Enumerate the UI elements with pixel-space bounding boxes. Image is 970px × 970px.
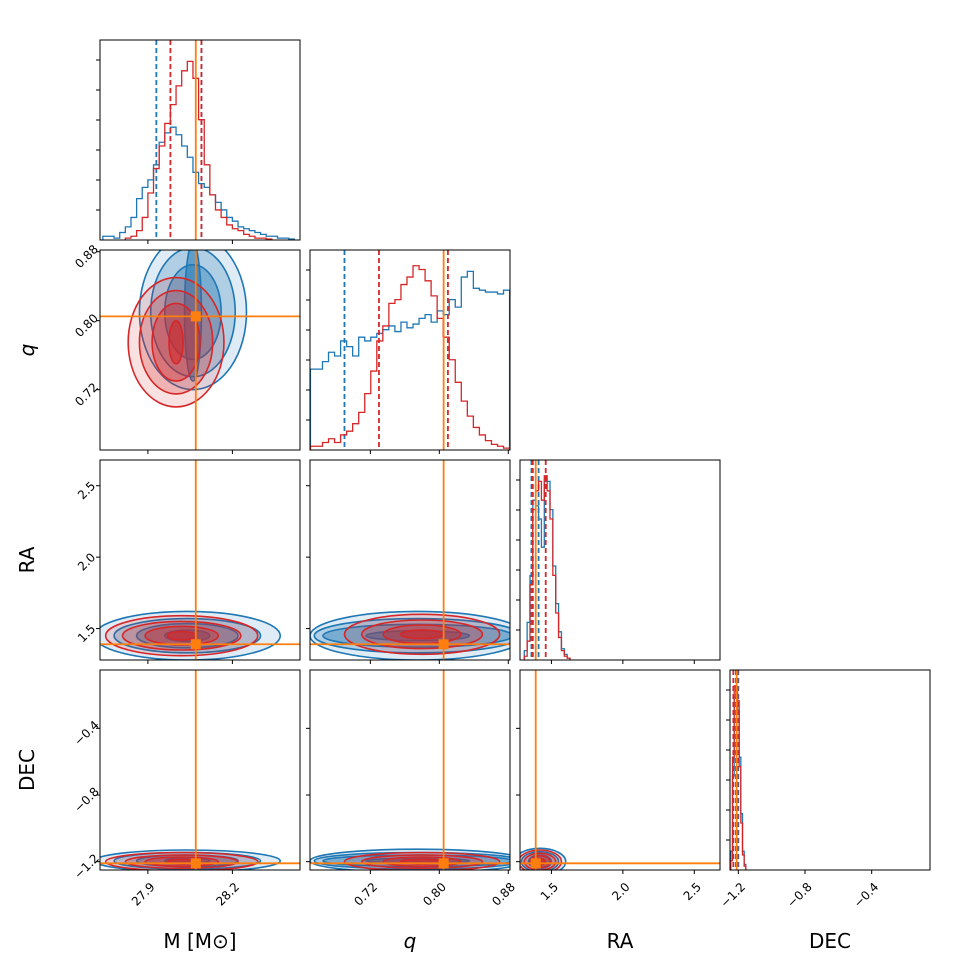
truth-marker-M-DEC	[190, 858, 201, 869]
contour-M-RA-s1-l3	[166, 630, 197, 641]
panel-frame-3-2	[519, 669, 721, 871]
xticklabel-RA-1: 2.0	[609, 880, 632, 903]
hist-DEC-series-1	[730, 685, 747, 870]
panel-frame-1-1	[309, 249, 511, 451]
yticklabel-DEC-0: −1.2	[71, 851, 102, 882]
hist-panel-DEC	[730, 670, 747, 870]
contour-M-q-s1-l3	[168, 319, 184, 365]
yticklabel-q-1: 0.80	[72, 311, 101, 340]
xticklabel-DEC-0: −1.2	[718, 880, 749, 911]
xlabel-RA: RA	[607, 929, 634, 953]
xticklabel-RA-0: 1.5	[538, 880, 561, 903]
truth-marker-M-RA	[190, 639, 201, 650]
yticklabel-RA-1: 2.0	[75, 550, 98, 573]
contour-panel-M-RA	[100, 460, 300, 660]
hist-q-series-0	[310, 270, 510, 450]
xticklabel-RA-2: 2.5	[681, 880, 704, 903]
xticklabel-M-1: 28.2	[213, 880, 242, 909]
panel-frame-0-0	[99, 39, 301, 241]
contour-panel-q-RA	[310, 460, 510, 660]
yticklabel-RA-0: 1.5	[75, 622, 98, 645]
hist-panel-M	[102, 40, 296, 240]
xticklabel-q-0: 0.72	[351, 880, 380, 909]
xlabel-DEC: DEC	[809, 929, 851, 953]
hist-panel-RA	[523, 460, 571, 660]
ylabel-q: q	[15, 344, 39, 357]
yticklabel-q-2: 0.88	[72, 242, 101, 271]
xticklabel-DEC-2: −0.4	[851, 880, 882, 911]
contour-panel-q-DEC	[310, 670, 510, 870]
panel-frame-1-0	[99, 249, 301, 451]
ylabel-DEC: DEC	[15, 749, 39, 791]
ylabel-RA: RA	[15, 546, 39, 573]
panel-frame-3-3	[729, 669, 931, 871]
contour-panel-M-q	[100, 250, 300, 450]
panel-frame-2-2	[519, 459, 721, 661]
hist-panel-q	[310, 250, 510, 450]
xlabel-q: q	[404, 929, 417, 953]
xticklabel-q-1: 0.80	[420, 880, 449, 909]
yticklabel-q-0: 0.72	[72, 380, 101, 409]
xticklabel-M-0: 27.9	[129, 880, 158, 909]
truth-marker-q-RA	[438, 639, 449, 650]
hist-M-series-0	[102, 126, 296, 240]
panel-frame-2-1	[309, 459, 511, 661]
panel-frame-3-1	[309, 669, 511, 871]
xticklabel-DEC-1: −0.8	[784, 880, 815, 911]
contour-panel-RA-DEC	[520, 670, 720, 870]
contour-q-RA-s1-l3	[399, 629, 445, 640]
truth-marker-q-DEC	[438, 858, 449, 869]
hist-RA-series-1	[523, 475, 571, 660]
plot-layer: 27.9 28.2 0.72 0.80 0.88 1.5 2.0 2.5 −1.2 −0.8 −0.…	[15, 39, 931, 953]
hist-q-series-1	[310, 265, 510, 450]
panel-frame-3-0	[99, 669, 301, 871]
yticklabel-RA-2: 2.5	[75, 479, 98, 502]
contour-panel-M-DEC	[100, 670, 300, 870]
truth-marker-RA-DEC	[530, 858, 541, 869]
yticklabel-DEC-1: −0.8	[71, 785, 102, 816]
xticklabel-q-2: 0.88	[489, 880, 518, 909]
xlabel-M: M [M⊙]	[163, 929, 236, 953]
truth-marker-M-q	[190, 311, 201, 322]
yticklabel-DEC-2: −0.4	[71, 718, 102, 749]
panel-frame-2-0	[99, 459, 301, 661]
hist-M-series-1	[124, 60, 273, 240]
